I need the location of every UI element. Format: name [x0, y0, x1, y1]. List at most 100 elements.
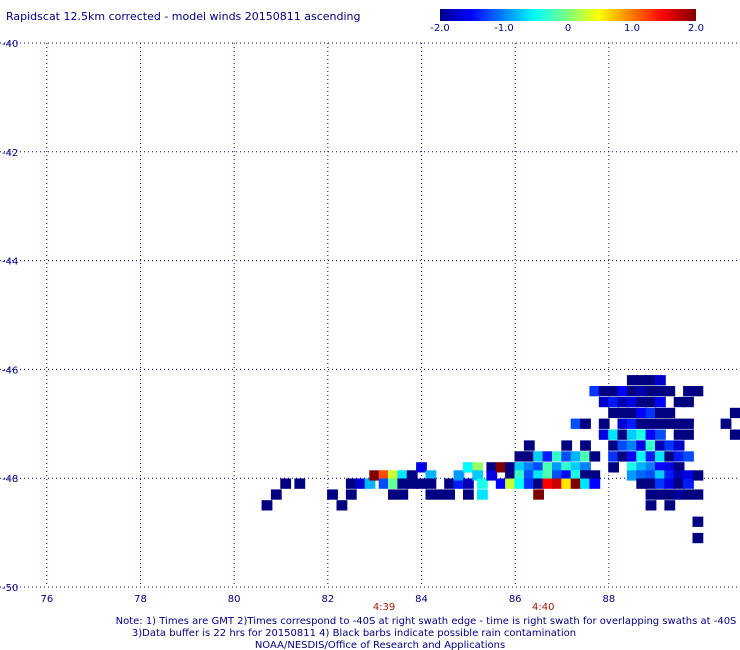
colorbar-tick-label: 1.0	[624, 23, 640, 34]
data-cell	[523, 440, 535, 451]
y-tick-label: -46	[2, 365, 18, 376]
y-tick-label: -48	[2, 474, 18, 485]
data-cell	[692, 532, 704, 544]
data-cell	[636, 462, 648, 473]
data-cell	[425, 470, 437, 481]
data-cell	[388, 478, 399, 489]
data-cell	[655, 407, 666, 419]
x-tick-label: 84	[415, 594, 428, 605]
data-cell	[692, 516, 704, 527]
data-cell	[608, 440, 619, 451]
data-cell	[561, 451, 573, 462]
data-cell	[636, 418, 648, 429]
data-cell	[514, 451, 526, 462]
data-cell	[580, 451, 591, 462]
data-cell	[495, 462, 507, 473]
data-cell	[645, 386, 657, 397]
data-cell	[655, 451, 666, 462]
data-cell	[580, 478, 591, 489]
x-tick-label: 86	[509, 594, 522, 605]
data-cell	[645, 478, 657, 489]
data-cell	[626, 451, 638, 462]
data-cell	[655, 478, 666, 489]
data-cell	[345, 489, 357, 500]
plot-grid	[0, 42, 740, 588]
x-tick-label: 78	[134, 594, 147, 605]
data-cell	[720, 418, 732, 429]
data-cell	[692, 386, 704, 397]
data-cell	[397, 478, 409, 489]
data-cell	[673, 451, 685, 462]
data-cell	[472, 462, 484, 473]
data-cell	[664, 470, 676, 481]
data-cell	[505, 470, 516, 481]
data-cell	[626, 462, 638, 473]
colorbar-tick-label: 2.0	[688, 23, 704, 34]
data-cell	[505, 478, 516, 489]
data-cell	[463, 462, 474, 473]
data-cell	[397, 489, 409, 500]
data-cell	[580, 440, 591, 451]
data-cell	[608, 396, 619, 408]
data-cell	[645, 470, 657, 481]
data-cell	[636, 470, 648, 481]
data-cell	[673, 440, 685, 451]
data-cell	[533, 451, 544, 462]
data-cell	[388, 489, 399, 500]
data-cell	[270, 489, 282, 500]
data-cell	[486, 470, 498, 481]
data-cell	[589, 451, 601, 462]
data-cell	[683, 489, 694, 500]
data-cell	[542, 462, 554, 473]
colorbar	[440, 9, 696, 21]
colorbar-tick-label: -2.0	[430, 23, 450, 34]
x-tick-label: 82	[321, 594, 334, 605]
data-cell	[626, 407, 638, 419]
data-cell	[561, 440, 573, 451]
data-cell	[472, 470, 484, 481]
data-cell	[463, 489, 474, 500]
data-cell	[533, 462, 544, 473]
data-cell	[645, 396, 657, 408]
note-line-3: NOAA/NESDIS/Office of Research and Appli…	[255, 640, 505, 650]
data-cell	[664, 500, 676, 511]
data-cell	[645, 451, 657, 462]
data-cell	[645, 429, 657, 440]
chart-title: Rapidscat 12.5km corrected - model winds…	[6, 10, 361, 23]
data-cell	[580, 470, 591, 481]
data-cell	[514, 470, 526, 481]
data-cell	[425, 478, 437, 489]
data-cell	[729, 407, 740, 419]
data-cell	[261, 500, 273, 511]
data-cell	[589, 386, 601, 397]
data-cell	[533, 470, 544, 481]
data-cell	[664, 440, 676, 451]
data-cell	[645, 418, 657, 429]
data-cell	[617, 386, 629, 397]
y-tick-label: -42	[2, 148, 18, 159]
data-cell	[425, 489, 437, 500]
data-cell	[598, 386, 610, 397]
data-cell	[673, 470, 685, 481]
data-cell	[636, 440, 648, 451]
data-cell	[608, 462, 619, 473]
data-cell	[673, 396, 685, 408]
data-cell	[434, 489, 446, 500]
data-cell	[655, 386, 666, 397]
data-cell	[664, 407, 676, 419]
data-cell	[463, 478, 474, 489]
data-cell	[369, 470, 381, 481]
data-cell	[617, 418, 629, 429]
data-cell	[664, 418, 676, 429]
data-cell	[589, 478, 601, 489]
data-cell	[495, 478, 507, 489]
note-line-1: Note: 1) Times are GMT 2)Times correspon…	[116, 616, 737, 627]
data-cell	[655, 462, 666, 473]
data-cell	[570, 462, 582, 473]
data-cell	[617, 407, 629, 419]
wind-difference-cells	[261, 375, 740, 544]
data-cell	[397, 470, 409, 481]
data-cell	[598, 429, 610, 440]
data-cell	[636, 478, 648, 489]
data-cell	[355, 478, 366, 489]
